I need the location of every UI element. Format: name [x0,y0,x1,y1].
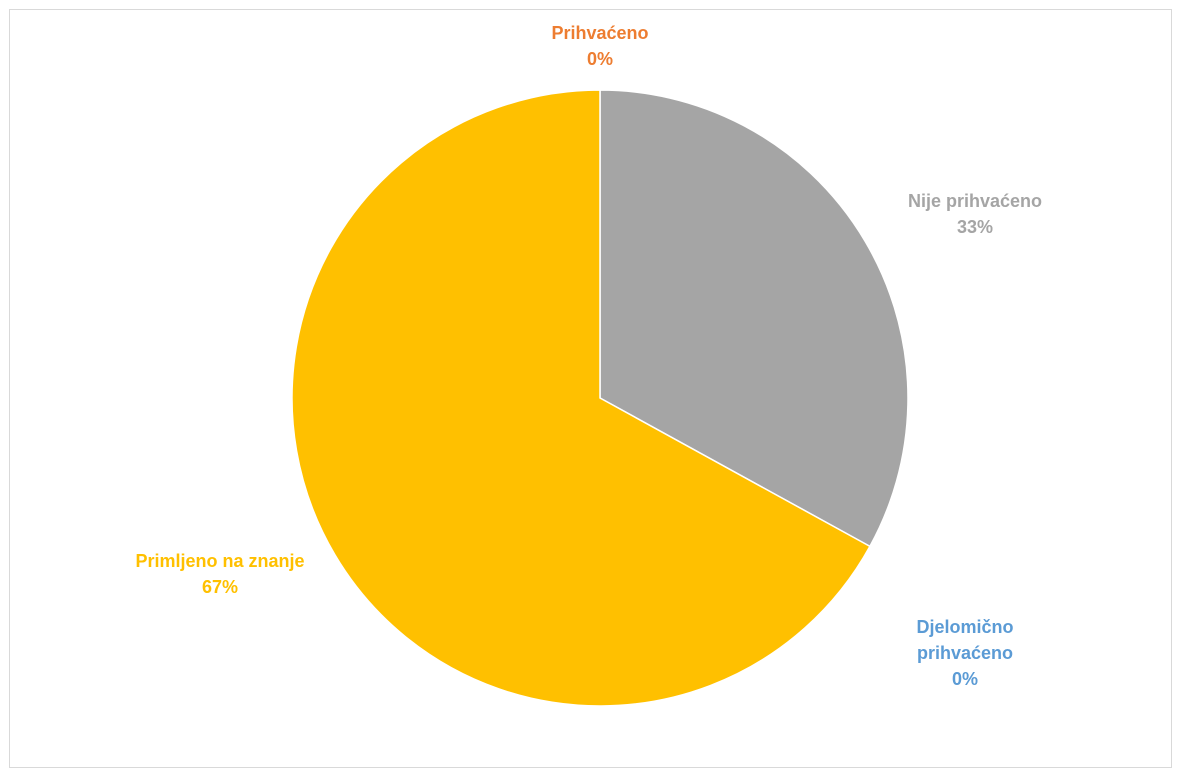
pie-slices [291,89,909,707]
data-label-djelomicno-name-line1: Djelomično [916,617,1014,637]
data-label-djelomicno-prihvaceno-value: 0% [951,669,978,689]
data-label-primljeno-na-znanje-name: Primljeno na znanje [135,551,305,571]
data-label-primljeno-na-znanje-value: 67% [201,577,239,597]
data-label-prihvaceno-value: 0% [586,49,613,69]
pie-slice-nije-prihvaceno [599,89,909,548]
data-label-djelomicno-name-line2: prihvaćeno [916,643,1014,663]
data-label-prihvaceno: Prihvaćeno 0% [520,20,680,72]
data-label-prihvaceno-name: Prihvaćeno [551,23,649,43]
data-label-primljeno-na-znanje: Primljeno na znanje 67% [70,548,370,600]
data-label-nije-prihvaceno: Nije prihvaćeno 33% [860,188,1090,240]
data-label-nije-prihvaceno-value: 33% [956,217,994,237]
pie-slice-primljeno-na-znanje [291,89,871,707]
data-label-djelomicno-prihvaceno: Djelomično prihvaćeno 0% [880,614,1050,692]
data-label-nije-prihvaceno-name: Nije prihvaćeno [907,191,1043,211]
